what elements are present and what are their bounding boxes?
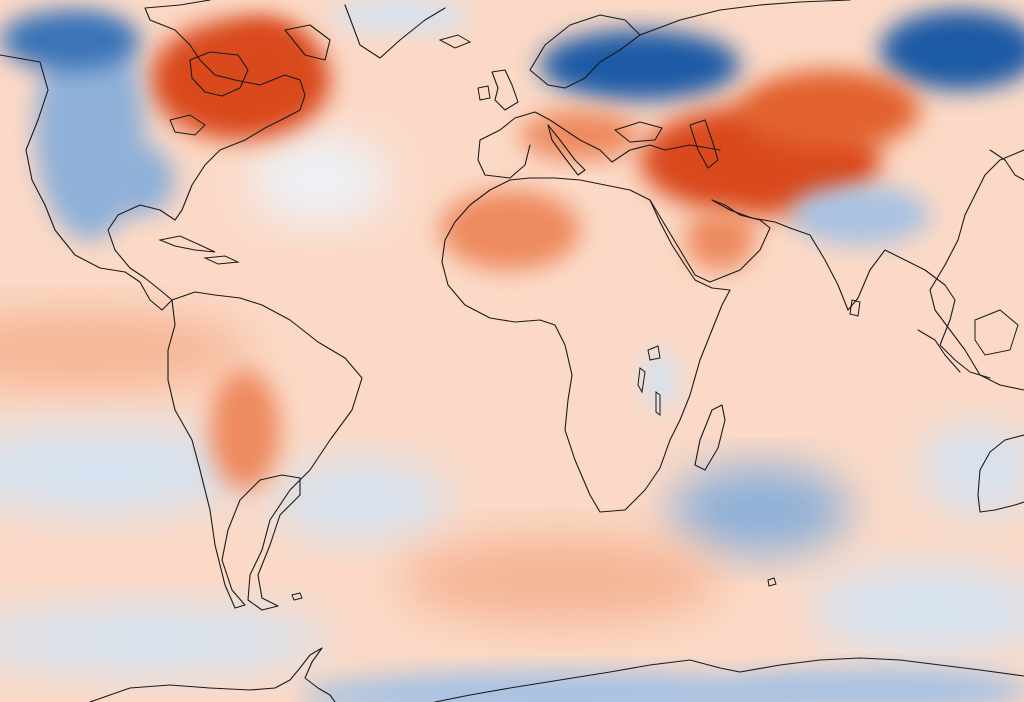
coastline-europe xyxy=(479,111,721,163)
coastline-italy xyxy=(547,124,586,176)
south-atlantic-cool-east xyxy=(270,460,450,540)
tibet-cool xyxy=(790,185,930,245)
tropical-pacific-warm-band xyxy=(0,310,250,390)
coastline-cuba xyxy=(158,235,216,253)
coastline-southeast-asia xyxy=(924,269,991,379)
coastline-ireland xyxy=(477,85,491,101)
south-indian-cool xyxy=(670,465,850,555)
antarctic-cool xyxy=(300,670,820,702)
coastline-scandinavia xyxy=(529,14,641,89)
coastline-lake-tanganyika xyxy=(637,367,646,394)
coastline-baffin xyxy=(284,24,331,61)
siberia-east-cool xyxy=(880,10,1024,90)
coastline-great-lakes xyxy=(169,114,206,136)
coastline-greenland xyxy=(344,4,446,59)
greenland-cool xyxy=(330,0,470,33)
coastline-malay xyxy=(917,329,961,373)
south-atlantic-warm xyxy=(400,535,720,625)
coastline-persian-gulf xyxy=(711,199,791,229)
coastline-iceland xyxy=(438,34,472,49)
scandinavia-cool xyxy=(540,30,740,100)
coastline-sri-lanka xyxy=(849,299,861,317)
north-atlantic-cool xyxy=(250,135,390,225)
us-south-cool xyxy=(105,145,175,215)
antarctic-cool-east xyxy=(730,668,1024,702)
central-asia-warm xyxy=(740,70,920,150)
coastline-black-sea xyxy=(614,121,663,143)
coastline-kerguelen xyxy=(767,577,777,587)
coastline-hudson-bay xyxy=(189,51,249,97)
southern-ocean-cool-east xyxy=(920,425,1024,515)
coastline-uk xyxy=(491,69,519,111)
coastline-hispaniola xyxy=(203,255,240,265)
coastline-africa xyxy=(441,177,731,513)
coastline-antarctica-west xyxy=(89,647,336,702)
europe-warm xyxy=(520,110,640,160)
sahara-warm xyxy=(440,190,580,270)
coastline-south-georgia xyxy=(291,592,303,601)
south-atlantic-cool xyxy=(0,425,250,515)
alaska-cool xyxy=(0,10,140,70)
eastern-canada-warm-core xyxy=(220,20,310,100)
south-pacific-cool xyxy=(810,565,1024,655)
coastline-lake-malawi xyxy=(655,391,661,416)
south-america-warm xyxy=(210,370,280,490)
coastline-madagascar xyxy=(694,404,726,471)
coastline-korea-japan xyxy=(989,149,1024,181)
arabia-warm xyxy=(685,210,755,270)
southern-ocean-cool xyxy=(0,605,330,675)
coastline-russia-arctic xyxy=(639,0,851,36)
coastline-antarctica-east xyxy=(434,657,1024,702)
coastline-arabia xyxy=(649,199,771,283)
coastline-iberia xyxy=(477,139,531,179)
coastline-lake-victoria xyxy=(647,345,661,361)
coastline-north-america xyxy=(0,0,306,311)
coastline-australia xyxy=(977,434,1024,513)
east-africa-cool xyxy=(642,350,678,410)
coastline-east-asia xyxy=(929,149,1024,391)
coastline-borneo xyxy=(974,309,1019,356)
coastline-caspian xyxy=(689,119,719,169)
coastline-india xyxy=(789,227,926,311)
coastline-south-america xyxy=(167,291,363,611)
